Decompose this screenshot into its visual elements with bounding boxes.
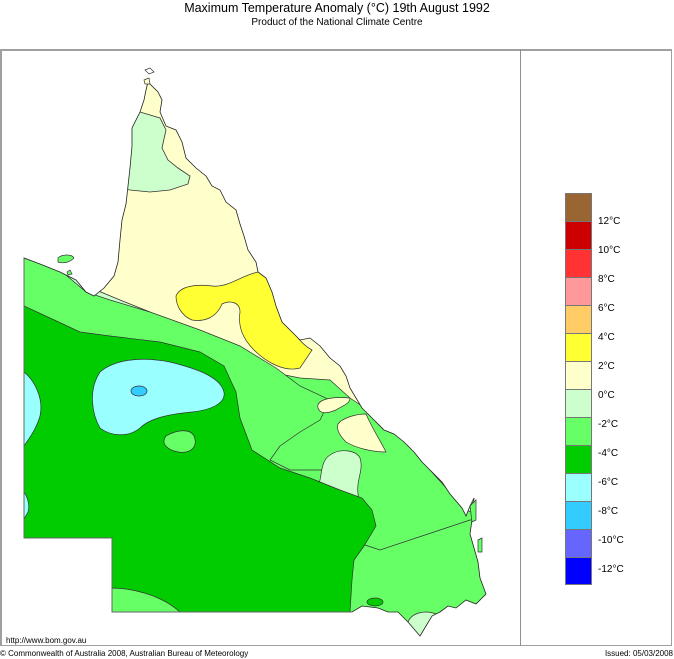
issued-date: Issued: 05/03/2008: [604, 649, 673, 658]
legend-label: -6°C: [598, 477, 619, 488]
island-gulf: [57, 254, 75, 264]
legend-swatch-6-8: [565, 277, 592, 305]
region-minus10-to-minus8: [130, 385, 148, 397]
island-moreton: [477, 537, 483, 553]
legend-label: -2°C: [598, 419, 619, 430]
legend-label: 12°C: [598, 216, 621, 227]
legend-label: -10°C: [598, 535, 624, 546]
island-north: [144, 67, 155, 75]
region-minus6-to-minus4-se: [366, 597, 384, 607]
island-fraser: [469, 499, 477, 523]
legend-swatch-minus10-minus8: [565, 501, 592, 529]
region-minus4-to-minus2-south: [111, 587, 181, 613]
legend-swatch-2-4: [565, 333, 592, 361]
legend-swatch-10-12: [565, 221, 592, 249]
legend-swatch-0-2: [565, 361, 592, 389]
legend-label: -8°C: [598, 506, 619, 517]
map-subtitle: Product of the National Climate Centre: [251, 17, 423, 28]
map-title: Maximum Temperature Anomaly (°C) 19th Au…: [184, 1, 490, 15]
legend-label: 6°C: [598, 303, 615, 314]
legend-swatch-gt12: [565, 193, 592, 221]
legend-swatch-4-6: [565, 305, 592, 333]
legend-swatch-minus8-minus6: [565, 473, 592, 501]
legend-swatch-minus2-0: [565, 389, 592, 417]
region-0-to-2-coast: [317, 397, 351, 414]
legend-label: 8°C: [598, 274, 615, 285]
legend-label: 4°C: [598, 332, 615, 343]
legend-swatch-minus4-minus2: [565, 417, 592, 445]
legend-swatch-8-10: [565, 249, 592, 277]
legend-label: 2°C: [598, 361, 615, 372]
legend-label: 10°C: [598, 245, 621, 256]
region-minus4-to-minus2-bubble: [163, 430, 196, 453]
island-gulf-small: [66, 269, 73, 276]
map-frame: [0, 49, 672, 646]
anomaly-regions: [24, 82, 486, 636]
legend-label: 0°C: [598, 390, 615, 401]
frame-divider: [520, 49, 521, 646]
region-minus8-to-minus6-west: [24, 371, 42, 448]
legend-label: -4°C: [598, 448, 619, 459]
legend-swatch-lt-minus12: [565, 557, 592, 585]
region-2-to-4: [175, 271, 313, 370]
region-minus6-to-minus4: [24, 299, 377, 613]
color-legend: 12°C 10°C 8°C 6°C 4°C 2°C 0°C -2°C -4°C …: [565, 193, 624, 585]
bom-url-link[interactable]: http://www.bom.gov.au: [6, 636, 87, 645]
legend-swatch-minus12-minus10: [565, 529, 592, 557]
region-0-to-2-coast-2: [337, 413, 387, 453]
legend-label: -12°C: [598, 564, 624, 575]
legend-swatch-minus6-minus4: [565, 445, 592, 473]
copyright-notice: © Commonwealth of Australia 2008, Austra…: [0, 649, 249, 658]
island-north-2: [143, 77, 151, 85]
region-minus8-to-minus6: [92, 358, 225, 436]
